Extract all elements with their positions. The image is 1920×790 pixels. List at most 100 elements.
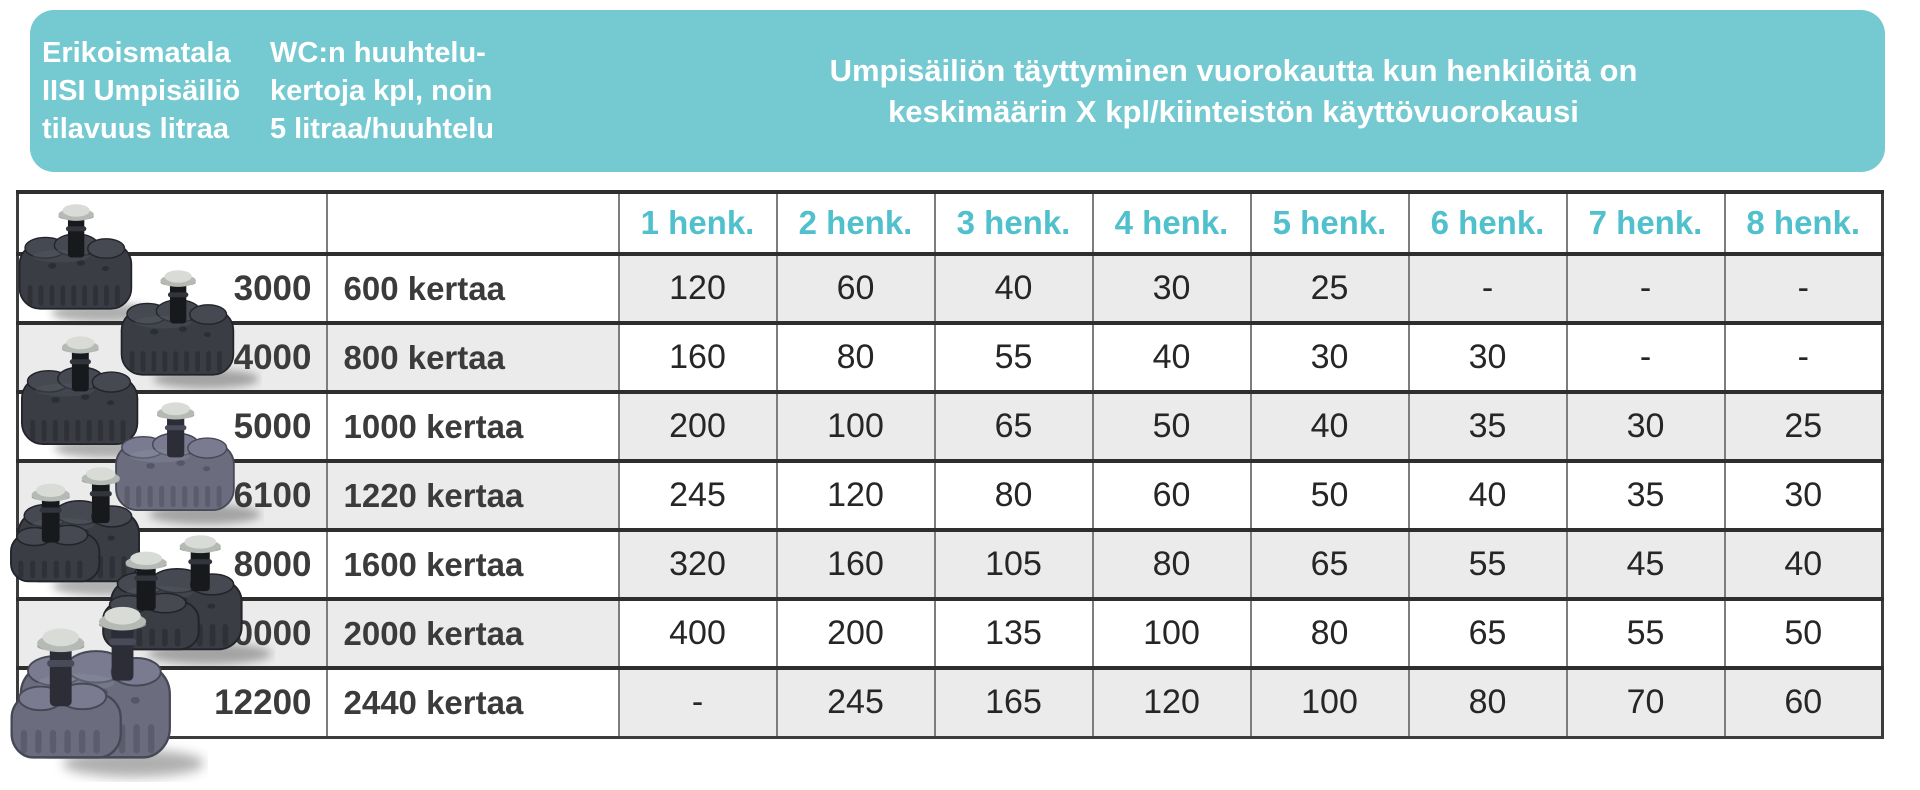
person-header: 1 henk. xyxy=(617,190,777,254)
table-row: 8000 1600 kertaa 320 160 105 80 65 55 45 40 xyxy=(16,528,1883,599)
table-row: 4000 800 kertaa 160 80 55 40 30 30- - xyxy=(16,321,1883,392)
person-header-row: 1 henk. 2 henk. 3 henk. 4 henk. 5 henk. … xyxy=(16,190,1883,254)
banner-fill-title-line: keskimäärin X kpl/kiinteistön käyttövuor… xyxy=(888,94,1579,129)
fill-days-cell: 40 xyxy=(1249,390,1409,461)
fill-days-cell: 40 xyxy=(1091,321,1251,392)
fill-days-cell: 25 xyxy=(1249,252,1409,323)
person-header: 4 henk. xyxy=(1091,190,1251,254)
fill-days-cell: 65 xyxy=(933,390,1093,461)
volume-cell: 10000 xyxy=(16,597,327,668)
volume-cell: 4000 xyxy=(16,321,327,392)
table-row: 12200 2440 kertaa -245 165 120 100 80 70 60 xyxy=(16,666,1883,737)
volume-cell: 8000 xyxy=(16,528,327,599)
banner-flush-title: WC:n huuhtelu- kertoja kpl, noin 5 litra… xyxy=(270,10,608,172)
fill-days-cell: 245 xyxy=(617,459,777,530)
person-header: 6 henk. xyxy=(1407,190,1567,254)
fill-days-cell: 65 xyxy=(1407,597,1567,668)
banner-volume-title-line: Erikoismatala xyxy=(42,37,231,69)
flushes-cell: 2440 kertaa xyxy=(325,666,619,737)
fill-days-cell: 135 xyxy=(933,597,1093,668)
fill-days-cell: 40 xyxy=(1407,459,1567,530)
fill-days-cell: 30 xyxy=(1091,252,1251,323)
banner-fill-title: Umpisäiliön täyttyminen vuorokautta kun … xyxy=(608,10,1885,172)
fill-days-cell: 320 xyxy=(617,528,777,599)
fill-days-cell: 50 xyxy=(1091,390,1251,461)
fill-days-cell: 40 xyxy=(1723,528,1883,599)
fill-days-cell: 50 xyxy=(1249,459,1409,530)
fill-days-cell: 160 xyxy=(775,528,935,599)
volume-cell: 3000 xyxy=(16,252,327,323)
flushes-cell: 1220 kertaa xyxy=(325,459,619,530)
capacity-table: 1 henk. 2 henk. 3 henk. 4 henk. 5 henk. … xyxy=(16,190,1884,739)
volume-cell: 12200 xyxy=(16,666,327,737)
banner-volume-title: Erikoismatala IISI Umpisäiliö tilavuus l… xyxy=(30,10,270,172)
fill-days-cell: 55 xyxy=(1565,597,1725,668)
fill-days-cell: 55 xyxy=(933,321,1093,392)
flushes-cell: 800 kertaa xyxy=(325,321,619,392)
fill-days-cell: - xyxy=(1565,252,1725,323)
volume-cell: 5000 xyxy=(16,390,327,461)
banner-volume-title-line: tilavuus litraa xyxy=(42,113,229,145)
fill-days-cell: 60 xyxy=(1091,459,1251,530)
fill-days-cell: 80 xyxy=(1249,597,1409,668)
banner-fill-title-line: Umpisäiliön täyttyminen vuorokautta kun … xyxy=(829,53,1638,88)
flushes-cell: 2000 kertaa xyxy=(325,597,619,668)
fill-days-cell: 60 xyxy=(775,252,935,323)
fill-days-cell: 120 xyxy=(1091,666,1251,737)
fill-days-cell: 160 xyxy=(617,321,777,392)
flushes-cell: 1600 kertaa xyxy=(325,528,619,599)
fill-days-cell: 35 xyxy=(1565,459,1725,530)
fill-days-cell: 30 xyxy=(1407,321,1567,392)
fill-days-cell: 30 xyxy=(1723,459,1883,530)
fill-days-cell: 65 xyxy=(1249,528,1409,599)
fill-days-cell: 200 xyxy=(775,597,935,668)
fill-days-cell: 80 xyxy=(1407,666,1567,737)
fill-days-cell: 55 xyxy=(1407,528,1567,599)
fill-days-cell: 165 xyxy=(933,666,1093,737)
fill-days-cell: 70 xyxy=(1565,666,1725,737)
fill-days-cell: - xyxy=(617,666,777,737)
fill-days-cell: 40 xyxy=(933,252,1093,323)
fill-days-cell: 30 xyxy=(1565,390,1725,461)
fill-days-cell: 35 xyxy=(1407,390,1567,461)
fill-days-cell: 120 xyxy=(617,252,777,323)
volume-cell: 6100 xyxy=(16,459,327,530)
fill-days-cell: - xyxy=(1723,321,1883,392)
person-header: 3 henk. xyxy=(933,190,1093,254)
fill-days-cell: 80 xyxy=(1091,528,1251,599)
banner-flush-title-line: 5 litraa/huuhtelu xyxy=(270,113,494,145)
table-row: 3000 600 kertaa 120 60 40 30 25- - - xyxy=(16,252,1883,323)
person-header: 2 henk. xyxy=(775,190,935,254)
fill-days-cell: 105 xyxy=(933,528,1093,599)
person-header: 5 henk. xyxy=(1249,190,1409,254)
fill-days-cell: 120 xyxy=(775,459,935,530)
fill-days-cell: 45 xyxy=(1565,528,1725,599)
person-header: 7 henk. xyxy=(1565,190,1725,254)
flushes-cell: 1000 kertaa xyxy=(325,390,619,461)
empty-header-cell xyxy=(16,190,327,254)
person-header: 8 henk. xyxy=(1723,190,1883,254)
fill-days-cell: 400 xyxy=(617,597,777,668)
banner: Erikoismatala IISI Umpisäiliö tilavuus l… xyxy=(30,10,1885,172)
table-body: 3000 600 kertaa 120 60 40 30 25- - -4000 800 kert… xyxy=(16,252,1883,737)
empty-header-cell xyxy=(325,190,619,254)
fill-days-cell: 100 xyxy=(775,390,935,461)
fill-days-cell: 100 xyxy=(1091,597,1251,668)
fill-days-cell: - xyxy=(1723,252,1883,323)
table-row: 6100 1220 kertaa 245 120 80 60 50 40 35 30 xyxy=(16,459,1883,530)
fill-days-cell: 80 xyxy=(775,321,935,392)
fill-days-cell: 25 xyxy=(1723,390,1883,461)
flushes-cell: 600 kertaa xyxy=(325,252,619,323)
banner-flush-title-line: WC:n huuhtelu- xyxy=(270,37,486,69)
fill-days-cell: - xyxy=(1407,252,1567,323)
banner-flush-title-line: kertoja kpl, noin xyxy=(270,75,493,107)
fill-days-cell: - xyxy=(1565,321,1725,392)
fill-days-cell: 200 xyxy=(617,390,777,461)
fill-days-cell: 30 xyxy=(1249,321,1409,392)
fill-days-cell: 100 xyxy=(1249,666,1409,737)
banner-volume-title-line: IISI Umpisäiliö xyxy=(42,75,241,107)
table-row: 5000 1000 kertaa 200 100 65 50 40 35 30 25 xyxy=(16,390,1883,461)
fill-days-cell: 245 xyxy=(775,666,935,737)
fill-days-cell: 50 xyxy=(1723,597,1883,668)
